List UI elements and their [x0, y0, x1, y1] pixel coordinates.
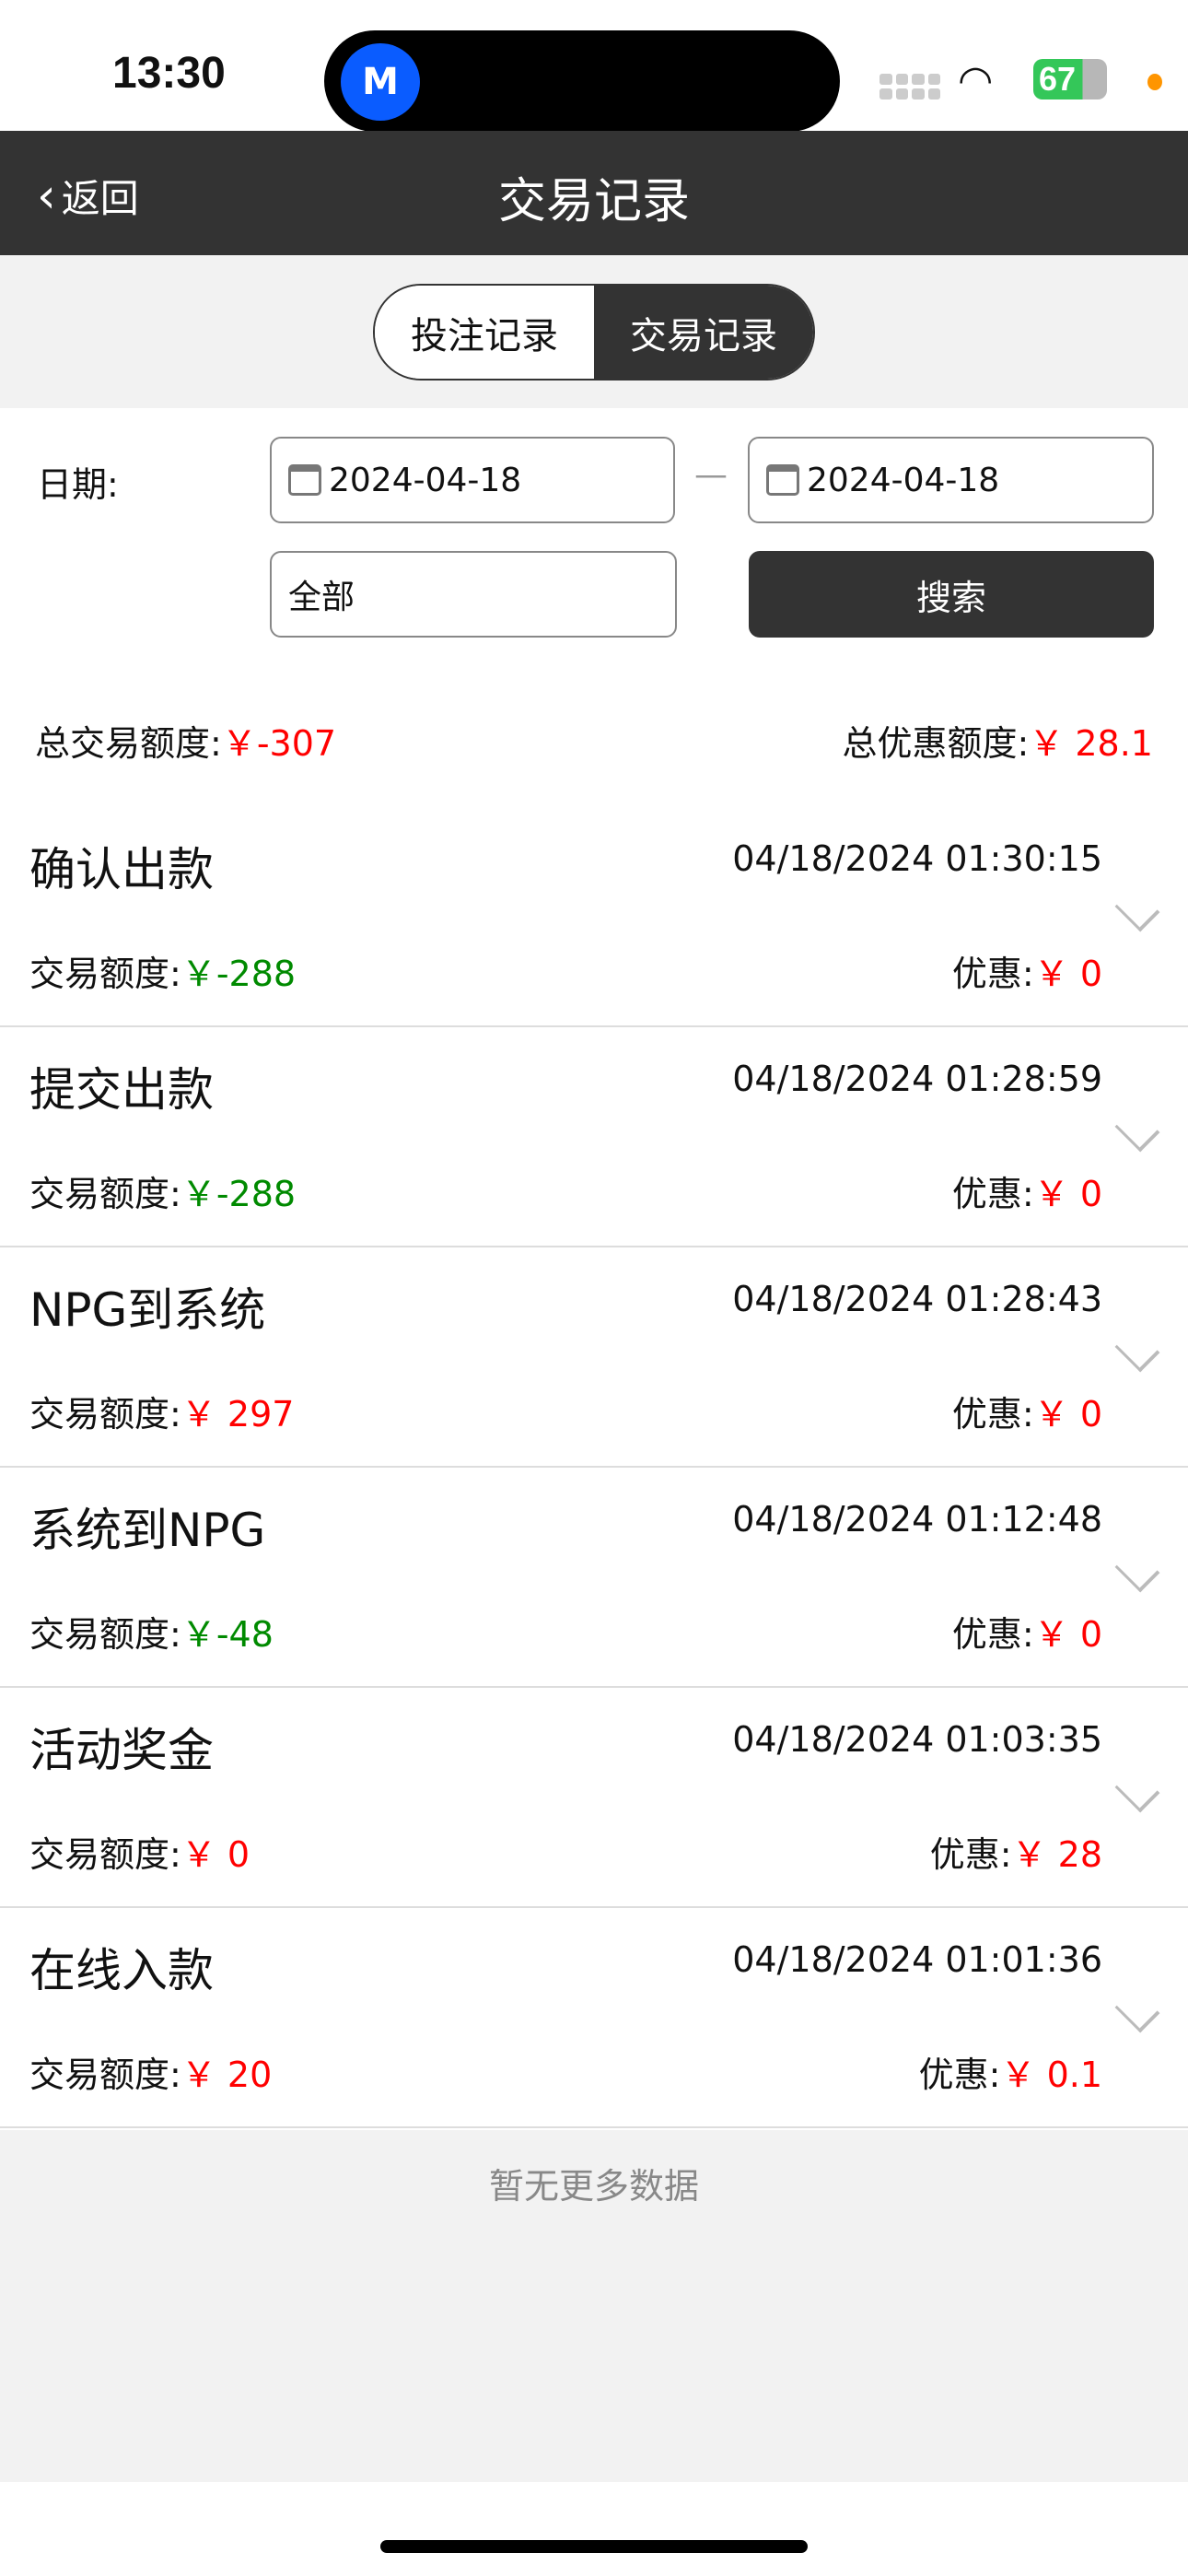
amount-value: ￥ 297: [181, 1394, 295, 1434]
cellular-signal-icon: [879, 74, 940, 100]
page-title: 交易记录: [497, 174, 690, 229]
record-title: NPG到系统: [29, 1283, 266, 1337]
chevron-down-icon[interactable]: [1114, 1107, 1160, 1153]
amount-value: ￥ 20: [181, 2055, 273, 2095]
amount-label: 交易额度:: [29, 1174, 181, 1214]
date-label: 日期:: [37, 464, 119, 505]
bonus-label: 优惠:: [929, 1834, 1012, 1875]
bonus-label: 优惠:: [951, 1614, 1034, 1655]
record-datetime: 04/18/2024 01:28:59: [732, 1059, 1102, 1099]
record-title: 系统到NPG: [29, 1504, 266, 1557]
record-row[interactable]: 提交出款 04/18/2024 01:28:59 交易额度:￥-288 优惠:￥…: [0, 1027, 1188, 1247]
total-bonus-value: ￥ 28.1: [1029, 723, 1153, 764]
amount-value: ￥-48: [181, 1614, 274, 1655]
total-amount-label: 总交易额度:: [35, 723, 222, 764]
record-title: 在线入款: [29, 1944, 214, 1997]
end-date-field[interactable]: 2024-04-18: [748, 437, 1154, 523]
record-datetime: 04/18/2024 01:03:35: [732, 1719, 1102, 1760]
record-datetime: 04/18/2024 01:30:15: [732, 838, 1102, 879]
record-bonus: 优惠:￥ 0: [952, 945, 1102, 996]
type-select[interactable]: 全部: [270, 551, 677, 638]
bonus-value: ￥ 0: [1033, 1394, 1102, 1434]
record-datetime: 04/18/2024 01:01:36: [732, 1939, 1102, 1980]
record-amount: 交易额度:￥ 20: [29, 2046, 272, 2097]
start-date-field[interactable]: 2024-04-18: [270, 437, 675, 523]
amount-label: 交易额度:: [29, 1614, 181, 1655]
chevron-down-icon[interactable]: [1114, 1987, 1160, 2033]
record-bonus: 优惠:￥ 0: [952, 1386, 1102, 1436]
total-amount-value: ￥-307: [221, 723, 337, 764]
amount-value: ￥-288: [181, 1174, 297, 1214]
record-title: 确认出款: [29, 843, 214, 896]
bonus-label: 优惠:: [951, 1174, 1034, 1214]
end-date-value: 2024-04-18: [807, 461, 1000, 499]
record-row[interactable]: 在线入款 04/18/2024 01:01:36 交易额度:￥ 20 优惠:￥ …: [0, 1908, 1188, 2128]
record-amount: 交易额度:￥-48: [29, 1606, 274, 1657]
start-date-value: 2024-04-18: [329, 461, 522, 499]
amount-label: 交易额度:: [29, 1394, 181, 1434]
calendar-icon: [766, 464, 799, 496]
segmented-control: 投注记录 交易记录: [373, 284, 815, 381]
record-datetime: 04/18/2024 01:12:48: [732, 1499, 1102, 1540]
record-list: 确认出款 04/18/2024 01:30:15 交易额度:￥-288 优惠:￥…: [0, 807, 1188, 2128]
record-title: 提交出款: [29, 1063, 214, 1117]
total-bonus: 总优惠额度:￥ 28.1: [842, 715, 1153, 766]
record-row[interactable]: 活动奖金 04/18/2024 01:03:35 交易额度:￥ 0 优惠:￥ 2…: [0, 1688, 1188, 1908]
record-amount: 交易额度:￥ 297: [29, 1386, 294, 1436]
calendar-icon: [288, 464, 321, 496]
search-button[interactable]: 搜索: [749, 551, 1154, 638]
record-amount: 交易额度:￥-288: [29, 945, 296, 996]
record-bonus: 优惠:￥ 0.1: [919, 2046, 1102, 2097]
bonus-value: ￥ 0: [1033, 1174, 1102, 1214]
total-amount: 总交易额度:￥-307: [35, 715, 336, 766]
amount-value: ￥-288: [181, 954, 297, 994]
record-bonus: 优惠:￥ 0: [952, 1606, 1102, 1657]
chevron-down-icon[interactable]: [1114, 1767, 1160, 1813]
bonus-value: ￥ 0: [1033, 1614, 1102, 1655]
back-button[interactable]: ‹ 返回: [37, 168, 139, 224]
bonus-label: 优惠:: [918, 2055, 1001, 2095]
bonus-label: 优惠:: [951, 954, 1034, 994]
wifi-icon: ◠: [958, 57, 994, 104]
tab-transaction-records[interactable]: 交易记录: [594, 286, 813, 379]
status-bar: 13:30 M ◠ 67: [0, 0, 1188, 132]
chevron-left-icon: ‹: [37, 168, 56, 224]
bonus-label: 优惠:: [951, 1394, 1034, 1434]
record-amount: 交易额度:￥ 0: [29, 1826, 250, 1877]
battery-icon: 67: [1033, 59, 1107, 100]
summary-bar: 总交易额度:￥-307 总优惠额度:￥ 28.1: [0, 680, 1188, 794]
record-amount: 交易额度:￥-288: [29, 1165, 296, 1216]
record-datetime: 04/18/2024 01:28:43: [732, 1279, 1102, 1319]
record-bonus: 优惠:￥ 0: [952, 1165, 1102, 1216]
nav-bar: ‹ 返回 交易记录: [0, 131, 1188, 255]
record-row[interactable]: NPG到系统 04/18/2024 01:28:43 交易额度:￥ 297 优惠…: [0, 1247, 1188, 1468]
record-row[interactable]: 确认出款 04/18/2024 01:30:15 交易额度:￥-288 优惠:￥…: [0, 807, 1188, 1027]
bonus-value: ￥ 28: [1011, 1834, 1102, 1875]
amount-label: 交易额度:: [29, 1834, 181, 1875]
tab-bet-records[interactable]: 投注记录: [375, 286, 594, 379]
record-bonus: 优惠:￥ 28: [930, 1826, 1102, 1877]
amount-label: 交易额度:: [29, 954, 181, 994]
privacy-indicator-dot: [1147, 74, 1162, 90]
amount-label: 交易额度:: [29, 2055, 181, 2095]
record-row[interactable]: 系统到NPG 04/18/2024 01:12:48 交易额度:￥-48 优惠:…: [0, 1468, 1188, 1688]
bonus-value: ￥ 0: [1033, 954, 1102, 994]
chevron-down-icon[interactable]: [1114, 886, 1160, 932]
chevron-down-icon[interactable]: [1114, 1547, 1160, 1593]
amount-value: ￥ 0: [181, 1834, 250, 1875]
no-more-data-text: 暂无更多数据: [488, 2166, 699, 2207]
date-separator: —: [694, 456, 728, 494]
home-indicator: [380, 2540, 808, 2553]
status-time: 13:30: [112, 49, 226, 98]
list-footer: 暂无更多数据: [0, 2130, 1188, 2482]
back-label: 返回: [61, 176, 139, 221]
chevron-down-icon[interactable]: [1114, 1327, 1160, 1373]
segment-area: 投注记录 交易记录: [0, 255, 1188, 408]
total-bonus-label: 总优惠额度:: [842, 723, 1030, 764]
record-title: 活动奖金: [29, 1724, 214, 1777]
app-logo-icon: M: [341, 43, 420, 121]
filter-panel: 日期: 2024-04-18 — 2024-04-18 全部 搜索: [0, 408, 1188, 665]
bonus-value: ￥ 0.1: [1000, 2055, 1102, 2095]
